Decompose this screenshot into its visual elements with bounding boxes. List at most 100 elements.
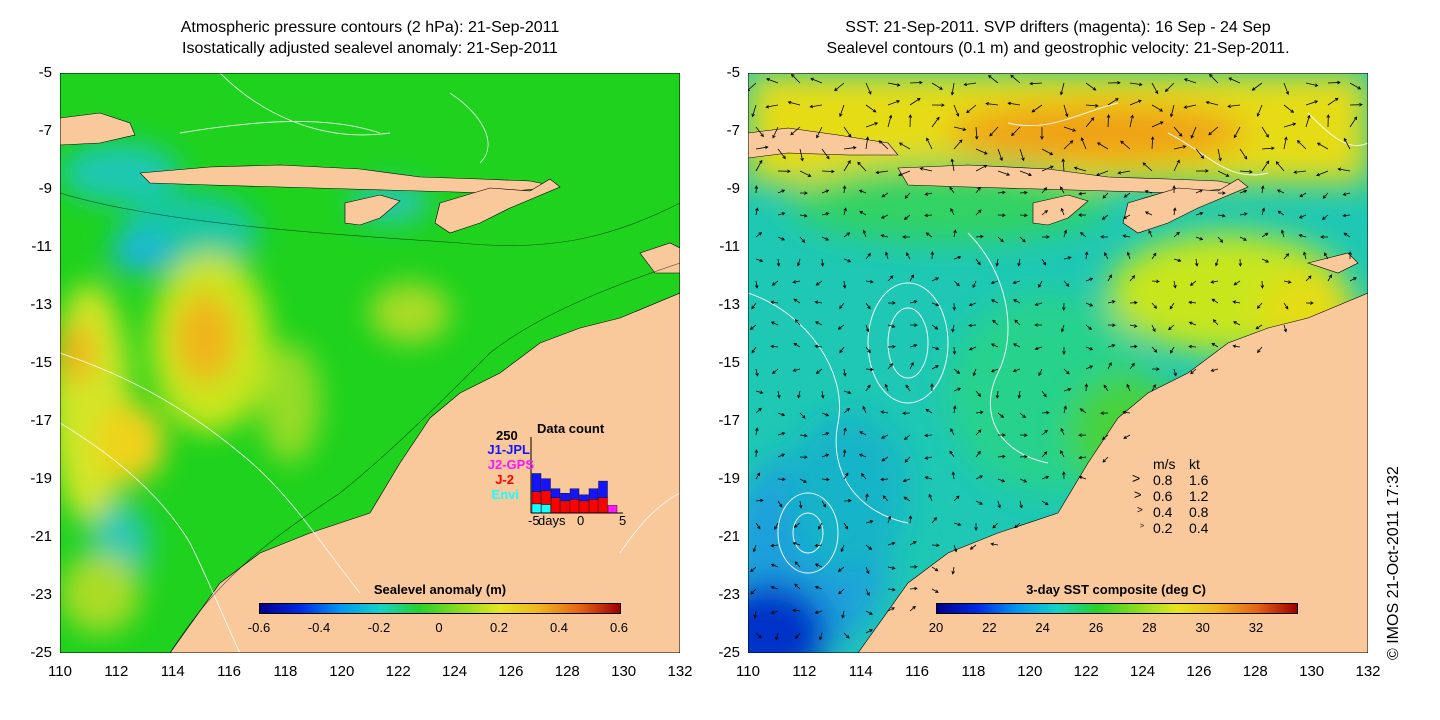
velocity-arrow	[1041, 475, 1050, 480]
velocity-arrow	[887, 82, 901, 87]
left-y-tick-label: -23	[30, 586, 52, 603]
velocity-arrow	[1239, 148, 1248, 160]
velocity-arrow	[887, 100, 901, 106]
velocity-arrow	[908, 515, 913, 524]
velocity-arrow	[887, 324, 896, 328]
left-title-line2: Isostatically adjusted sealevel anomaly:…	[182, 40, 558, 57]
velocity-arrow	[1101, 434, 1109, 440]
velocity-arrow	[793, 298, 801, 304]
velocity-arrow	[799, 412, 806, 419]
inset-bar-segment	[531, 473, 542, 492]
velocity-arrow	[887, 344, 896, 349]
left-y-tick-label: -21	[30, 528, 52, 545]
velocity-arrow	[777, 390, 781, 399]
velocity-arrow	[754, 280, 759, 289]
velocity-arrow	[1007, 101, 1021, 106]
velocity-arrow	[865, 346, 871, 354]
velocity-arrow	[997, 170, 1011, 176]
velocity-arrow	[1173, 145, 1187, 150]
velocity-arrow	[985, 102, 999, 106]
land	[748, 127, 1368, 653]
velocity-legend-ms-0: 0.8	[1153, 472, 1173, 488]
velocity-arrow	[1040, 126, 1044, 140]
velocity-arrow	[1233, 126, 1241, 139]
velocity-arrow	[909, 565, 918, 569]
inset-bar-segment	[541, 490, 551, 505]
mission-j2-gps: J2-GPS	[487, 457, 534, 472]
velocity-arrow	[904, 192, 911, 199]
velocity-arrow	[881, 456, 889, 462]
velocity-arrow	[1210, 280, 1219, 284]
velocity-arrow	[1342, 213, 1351, 218]
inset-bars	[531, 473, 618, 514]
velocity-arrow	[865, 493, 869, 502]
land	[60, 112, 680, 653]
velocity-arrow	[865, 610, 873, 615]
left-y-tick-label: -19	[30, 470, 52, 487]
velocity-arrow	[902, 235, 911, 239]
velocity-arrow	[1327, 274, 1332, 282]
velocity-arrow	[1277, 210, 1285, 216]
velocity-arrow	[1305, 275, 1312, 282]
velocity-arrow	[931, 365, 939, 370]
velocity-arrow	[1041, 410, 1050, 415]
sumba-island	[1032, 194, 1089, 226]
velocity-arrow	[1012, 280, 1021, 285]
inset-bar-segment	[550, 488, 561, 499]
data-count-inset	[530, 437, 623, 514]
right-x-tick-label: 132	[1355, 663, 1381, 680]
velocity-arrow	[792, 368, 801, 372]
inset-bar-segment	[607, 505, 618, 514]
velocity-arrow	[755, 472, 761, 480]
velocity-arrow	[1062, 346, 1066, 355]
velocity-arrow	[1228, 77, 1241, 84]
velocity-arrow	[951, 566, 955, 575]
velocity-arrow	[839, 346, 845, 354]
inset-bar-segment	[569, 488, 580, 500]
velocity-arrow	[1122, 410, 1131, 415]
velocity-arrow	[931, 516, 937, 524]
velocity-arrow	[1129, 82, 1143, 87]
velocity-arrow	[1078, 213, 1087, 217]
australia-mainland	[169, 292, 680, 653]
velocity-arrow	[799, 455, 808, 459]
velocity-arrow	[1041, 235, 1050, 239]
left-y-tick-label: -7	[38, 122, 52, 139]
velocity-arrow	[1280, 229, 1285, 238]
velocity-arrow	[1029, 81, 1043, 86]
right-x-tick-label: 124	[1130, 663, 1156, 680]
inset-x-label-max: 5	[619, 513, 627, 528]
velocity-arrow	[1012, 368, 1021, 373]
velocity-arrow	[1151, 367, 1160, 371]
velocity-arrow	[794, 319, 801, 326]
velocity-arrow	[840, 544, 845, 553]
velocity-arrow	[909, 605, 916, 612]
velocity-arrow	[1283, 122, 1297, 128]
velocity-arrow	[969, 544, 977, 550]
velocity-arrow	[1151, 324, 1156, 333]
right-y-tick-label: -7	[726, 122, 740, 139]
velocity-arrow	[924, 456, 933, 460]
velocity-arrow	[750, 588, 757, 595]
velocity-arrow	[953, 495, 960, 502]
velocity-arrow	[1349, 277, 1357, 282]
velocity-arrow	[898, 142, 911, 150]
velocity-arrow	[950, 208, 955, 216]
velocity-arrow	[1151, 279, 1160, 284]
velocity-arrow	[865, 566, 870, 575]
left-map	[60, 73, 680, 653]
right-y-tick-label: -23	[718, 586, 740, 603]
velocity-arrow	[953, 280, 960, 287]
velocity-arrow	[968, 302, 977, 307]
velocity-arrow	[1298, 214, 1307, 219]
velocity-arrow	[821, 390, 825, 399]
velocity-arrow	[837, 324, 845, 330]
velocity-arrow	[1173, 231, 1180, 238]
velocity-arrow	[1062, 302, 1066, 311]
velocity-arrow	[887, 275, 894, 282]
velocity-arrow	[1349, 102, 1363, 107]
velocity-arrow	[1034, 346, 1043, 351]
velocity-arrow	[755, 258, 764, 263]
velocity-arrow	[1085, 82, 1097, 91]
velocity-arrow	[777, 189, 786, 194]
